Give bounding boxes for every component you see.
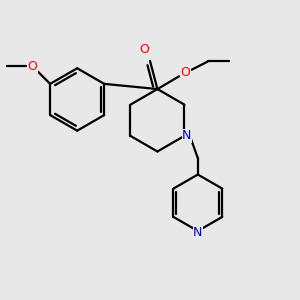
Text: O: O [27, 59, 37, 73]
Text: N: N [193, 226, 203, 239]
Text: N: N [182, 129, 191, 142]
Text: O: O [140, 43, 150, 56]
Text: O: O [181, 66, 190, 79]
